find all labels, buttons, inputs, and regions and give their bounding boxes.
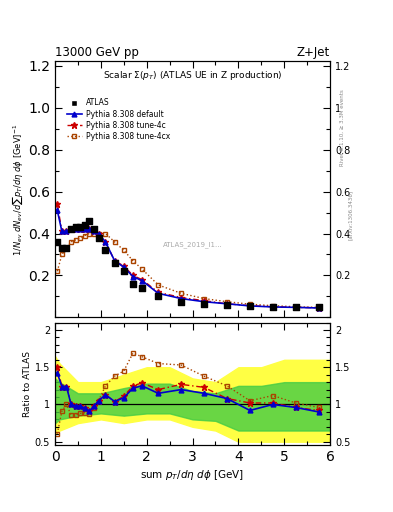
X-axis label: sum $p_T/d\eta$ $d\phi$ [GeV]: sum $p_T/d\eta$ $d\phi$ [GeV] [140, 468, 245, 482]
Point [59, 244, 65, 252]
Legend: ATLAS, Pythia 8.308 default, Pythia 8.308 tune-4c, Pythia 8.308 tune-4cx: ATLAS, Pythia 8.308 default, Pythia 8.30… [64, 96, 172, 143]
Point [86, 217, 93, 225]
Point [155, 292, 162, 301]
Point [292, 303, 299, 311]
Y-axis label: $1/N_{ev}$ $dN_{ev}/d\sum p_T/d\eta$ $d\phi$ [GeV]$^{-1}$: $1/N_{ev}$ $dN_{ev}/d\sum p_T/d\eta$ $d\… [11, 123, 26, 255]
Y-axis label: Ratio to ATLAS: Ratio to ATLAS [23, 351, 32, 417]
Point [139, 284, 145, 292]
Text: ATLAS_2019_I1...: ATLAS_2019_I1... [163, 241, 222, 247]
Point [130, 280, 136, 288]
Point [82, 221, 88, 229]
Text: Scalar $\Sigma(p_T)$ (ATLAS UE in Z production): Scalar $\Sigma(p_T)$ (ATLAS UE in Z prod… [103, 69, 282, 82]
Point [112, 259, 118, 267]
Point [73, 223, 79, 231]
Point [316, 303, 322, 311]
Point [54, 238, 61, 246]
Point [247, 302, 253, 310]
Point [224, 301, 230, 309]
Point [63, 244, 70, 252]
Point [201, 300, 207, 308]
Text: Rivet 3.1.10, ≥ 3.3M events: Rivet 3.1.10, ≥ 3.3M events [340, 90, 345, 166]
Point [68, 225, 74, 233]
Point [270, 303, 276, 311]
Text: 13000 GeV pp: 13000 GeV pp [55, 46, 139, 59]
Text: Z+Jet: Z+Jet [297, 46, 330, 59]
Point [102, 246, 108, 254]
Point [95, 233, 102, 242]
Text: [arXiv:1306.3436]: [arXiv:1306.3436] [348, 190, 353, 240]
Point [91, 225, 97, 233]
Point [77, 223, 83, 231]
Point [121, 267, 127, 275]
Point [178, 297, 184, 306]
